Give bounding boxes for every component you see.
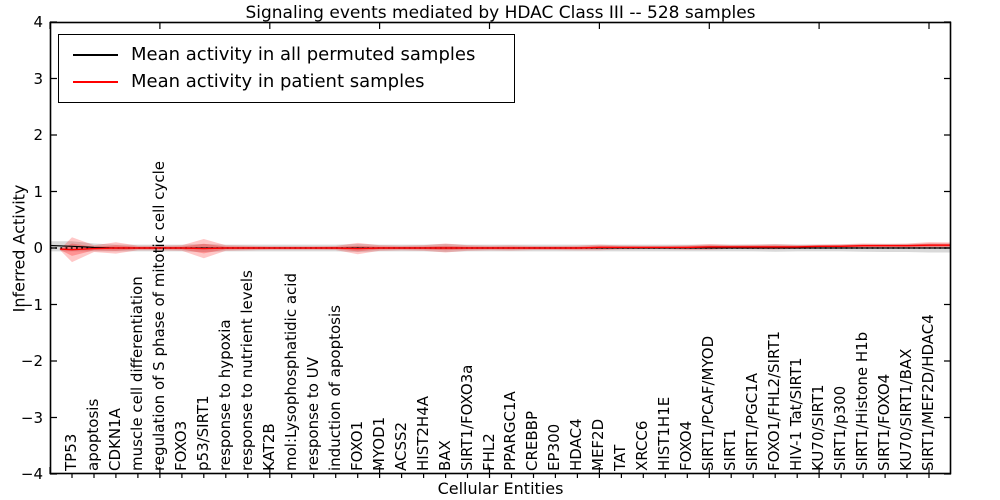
x-category-label: regulation of S phase of mitotic cell cy… bbox=[149, 161, 168, 471]
legend: Mean activity in all permuted samples Me… bbox=[58, 34, 515, 103]
y-tick-label: 0 bbox=[33, 239, 43, 257]
x-category-label: SIRT1/PGC1A bbox=[743, 373, 762, 471]
x-category-label: XRCC6 bbox=[633, 420, 652, 471]
x-category-label: SIRT1 bbox=[721, 429, 740, 471]
x-category-label: TAT bbox=[611, 444, 630, 471]
y-tick-label: −1 bbox=[20, 295, 43, 314]
x-category-label: muscle cell differentiation bbox=[127, 276, 146, 471]
x-category-label: SIRT1/Histone H1b bbox=[853, 331, 872, 471]
x-category-label: mol:Lysophosphatidic acid bbox=[281, 273, 300, 471]
x-category-label: FOXO3 bbox=[171, 420, 190, 471]
x-category-label: HDAC4 bbox=[567, 418, 586, 471]
x-category-label: HIST2H4A bbox=[413, 395, 432, 471]
x-category-label: response to UV bbox=[303, 357, 322, 471]
x-category-label: CDKN1A bbox=[105, 408, 124, 471]
y-tick-label: 1 bbox=[33, 182, 43, 201]
x-category-label: FOXO4 bbox=[677, 420, 696, 471]
x-category-label: response to hypoxia bbox=[215, 319, 234, 471]
x-category-label: SIRT1/MEF2D/HDAC4 bbox=[919, 314, 938, 471]
plot-frame bbox=[49, 21, 952, 475]
x-category-label: BAX bbox=[435, 440, 454, 471]
x-category-label: KAT2B bbox=[259, 423, 278, 471]
x-category-label: ACSS2 bbox=[391, 421, 410, 471]
x-category-label: HIST1H1E bbox=[655, 396, 674, 471]
x-category-label: SIRT1/FOXO3a bbox=[457, 364, 476, 471]
legend-line-red-icon bbox=[73, 80, 118, 83]
y-tick-label: −2 bbox=[20, 352, 43, 370]
x-category-label: SIRT1/PCAF/MYOD bbox=[699, 335, 718, 471]
x-category-label: p53/SIRT1 bbox=[193, 395, 212, 471]
x-category-label: HIV-1 Tat/SIRT1 bbox=[787, 357, 806, 471]
x-category-label: SIRT1/FOXO4 bbox=[875, 373, 894, 471]
y-tick-label: −3 bbox=[20, 408, 43, 427]
x-category-label: MEF2D bbox=[589, 418, 608, 471]
x-category-label: induction of apoptosis bbox=[325, 305, 344, 471]
x-category-label: KU70/SIRT1 bbox=[809, 384, 828, 471]
chart-title: Signaling events mediated by HDAC Class … bbox=[245, 3, 756, 23]
band-permuted-std bbox=[50, 241, 951, 253]
line-patient-mean bbox=[59, 244, 951, 251]
y-tick-label: 2 bbox=[33, 126, 43, 144]
plot-area bbox=[49, 21, 952, 478]
x-category-label: SIRT1/p300 bbox=[831, 385, 850, 471]
x-category-label: PPARGC1A bbox=[501, 391, 520, 471]
x-category-label: CREBBP bbox=[523, 411, 542, 471]
legend-entry-permuted: Mean activity in all permuted samples bbox=[59, 41, 514, 68]
band-patient-std-outer bbox=[59, 237, 951, 263]
x-category-label: FHL2 bbox=[479, 433, 498, 471]
y-tick-label: 3 bbox=[33, 69, 43, 88]
x-category-label: apoptosis bbox=[83, 398, 102, 471]
x-category-label: FOXO1/FHL2/SIRT1 bbox=[765, 330, 784, 471]
y-tick-label: 4 bbox=[33, 13, 43, 31]
x-axis-label: Cellular Entities bbox=[437, 479, 564, 498]
legend-label-permuted: Mean activity in all permuted samples bbox=[131, 44, 476, 65]
x-category-label: response to nutrient levels bbox=[237, 270, 256, 471]
legend-entry-patient: Mean activity in patient samples bbox=[59, 68, 514, 95]
x-category-label: TP53 bbox=[61, 433, 80, 471]
legend-label-patient: Mean activity in patient samples bbox=[131, 71, 425, 92]
legend-line-black-icon bbox=[73, 53, 118, 56]
x-category-label: KU70/SIRT1/BAX bbox=[897, 348, 916, 471]
y-tick-label: −4 bbox=[20, 465, 43, 483]
x-category-label: FOXO1 bbox=[347, 420, 366, 471]
x-category-label: MYOD1 bbox=[369, 416, 388, 471]
x-category-label: EP300 bbox=[545, 423, 564, 471]
